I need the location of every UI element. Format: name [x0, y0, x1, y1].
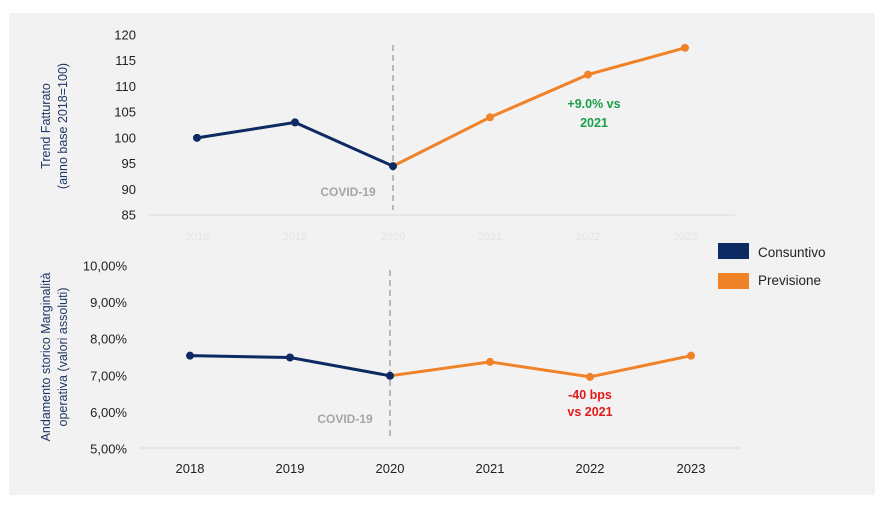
bot-y-tick-label: 8,00% — [90, 332, 127, 347]
bot-y-tick-label: 5,00% — [90, 442, 127, 457]
bot-point-previsione-2022 — [586, 372, 594, 381]
bottom-y-axis-label-line1: Andamento storico Marginalità — [39, 273, 53, 442]
bottom-series-previsione-line — [389, 354, 692, 379]
top-y-axis-label-line1: Trend Fatturato — [39, 83, 53, 169]
legend-swatch-consuntivo — [718, 243, 749, 259]
top-annotation-line2: 2021 — [580, 116, 608, 130]
top-y-tick-label: 90 — [122, 182, 136, 197]
top-y-tick-label: 105 — [114, 105, 136, 120]
top-y-tick-label: 85 — [122, 208, 136, 223]
top-point-consuntivo-2018 — [193, 133, 201, 142]
bottom-x-ticks: 2018 2019 2020 2021 2022 2023 — [176, 461, 706, 476]
bottom-y-axis-label: Andamento storico Marginalità operativa … — [39, 273, 70, 442]
bot-x-tick-label: 2022 — [576, 461, 605, 476]
top-x-tick-label: 2020 — [381, 231, 405, 243]
bot-x-tick-label: 2023 — [677, 461, 706, 476]
legend-swatch-previsione — [718, 273, 749, 289]
top-x-tick-label: 2019 — [283, 231, 307, 243]
bottom-chart: Andamento storico Marginalità operativa … — [39, 259, 740, 476]
bot-point-consuntivo-2019 — [286, 353, 294, 362]
legend: Consuntivo Previsione — [718, 243, 826, 289]
top-y-axis-label: Trend Fatturato (anno base 2018=100) — [39, 63, 70, 189]
top-x-tick-label: 2023 — [673, 231, 697, 243]
top-point-consuntivo-2019 — [291, 118, 299, 127]
bot-x-tick-label: 2020 — [376, 461, 405, 476]
top-point-previsione-2021 — [486, 113, 494, 122]
top-chart: Trend Fatturato (anno base 2018=100) 85 9… — [39, 28, 735, 243]
bot-y-tick-label: 9,00% — [90, 295, 127, 310]
legend-label-previsione: Previsione — [758, 273, 821, 288]
bottom-covid-label: COVID-19 — [317, 412, 373, 426]
legend-label-consuntivo: Consuntivo — [758, 245, 826, 260]
top-y-tick-label: 100 — [114, 130, 136, 145]
top-point-previsione-2022 — [584, 70, 592, 79]
bot-point-previsione-2021 — [486, 357, 494, 366]
bottom-y-axis-label-line2: operativa (valori assoluti) — [56, 288, 70, 427]
top-point-previsione-2023 — [681, 43, 689, 52]
top-y-tick-label: 115 — [115, 53, 136, 68]
top-y-ticks: 85 90 95 100 105 110 115 120 — [114, 28, 136, 223]
top-x-tick-label: 2022 — [576, 231, 600, 243]
top-series-previsione-line — [392, 46, 686, 168]
top-x-ticks: 2018 2019 2020 2021 2022 2023 — [185, 231, 697, 243]
top-covid-label: COVID-19 — [320, 185, 376, 199]
top-point-consuntivo-2020 — [389, 162, 397, 171]
bottom-annotation-line1: -40 bps — [568, 388, 612, 402]
top-y-tick-label: 120 — [114, 28, 136, 43]
bot-x-tick-label: 2021 — [476, 461, 505, 476]
bot-x-tick-label: 2019 — [276, 461, 305, 476]
bottom-y-ticks: 5,00% 6,00% 7,00% 8,00% 9,00% 10,00% — [83, 259, 128, 457]
bottom-annotation-line2: vs 2021 — [567, 405, 612, 419]
bot-y-tick-label: 7,00% — [90, 368, 127, 383]
top-x-tick-label: 2021 — [478, 231, 502, 243]
bot-y-tick-label: 6,00% — [90, 405, 127, 420]
top-series-consuntivo-line — [196, 120, 394, 168]
bot-x-tick-label: 2018 — [176, 461, 205, 476]
top-y-tick-label: 110 — [115, 79, 136, 94]
top-y-tick-label: 95 — [122, 156, 136, 171]
bot-point-consuntivo-2020 — [386, 371, 394, 380]
top-y-axis-label-line2: (anno base 2018=100) — [56, 63, 70, 189]
top-x-tick-label: 2018 — [185, 231, 209, 243]
bot-y-tick-label: 10,00% — [83, 259, 128, 274]
top-annotation-line1: +9.0% vs — [567, 97, 620, 111]
bot-point-previsione-2023 — [687, 351, 695, 360]
bottom-points — [186, 351, 695, 381]
bot-point-consuntivo-2018 — [186, 351, 194, 360]
top-points — [193, 43, 689, 171]
